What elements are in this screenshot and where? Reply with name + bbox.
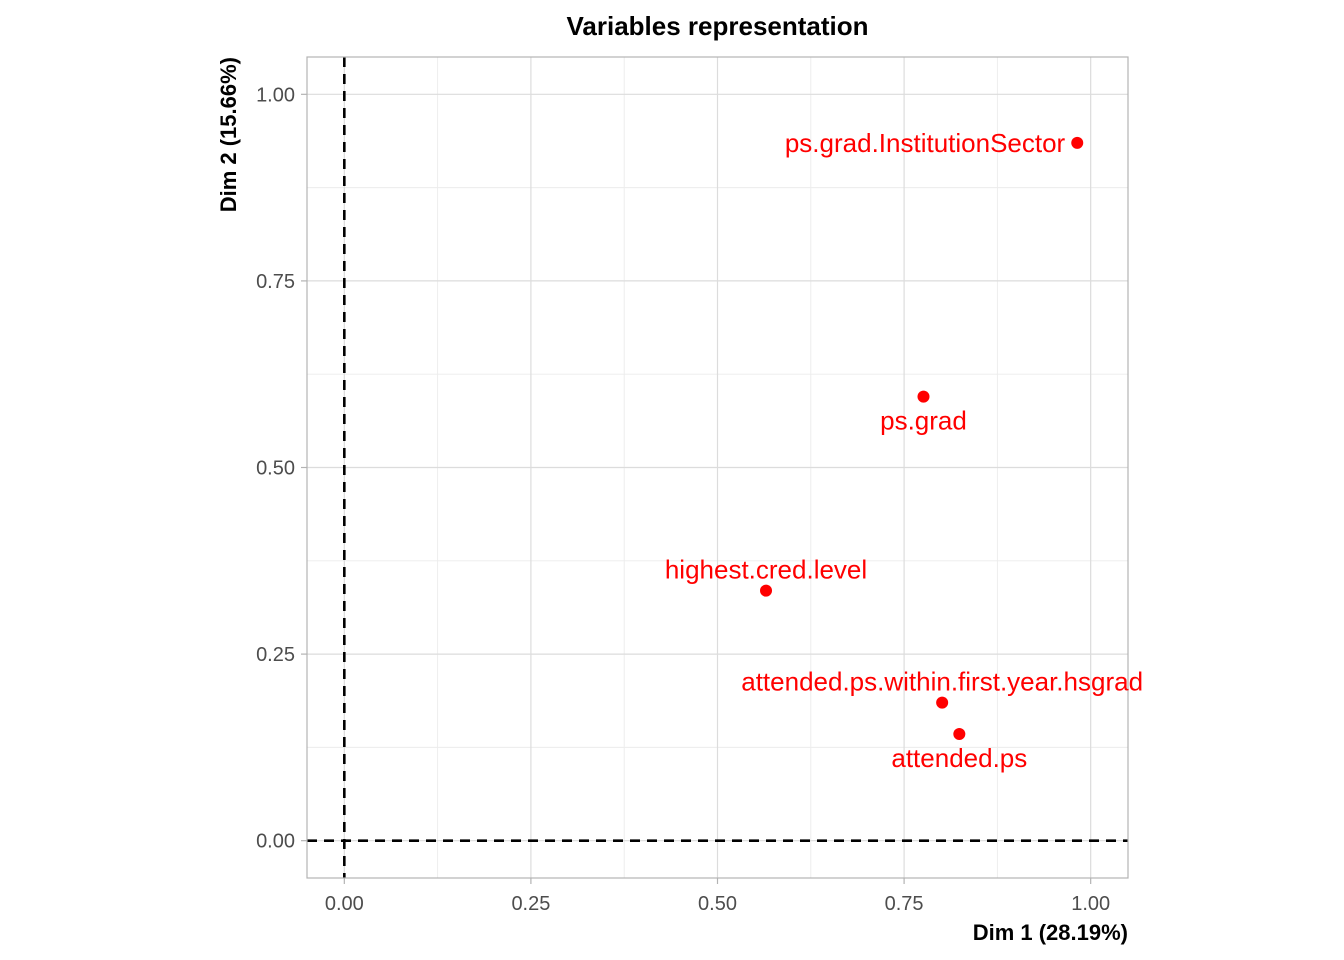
- y-tick-label: 0.00: [256, 831, 295, 853]
- x-tick-label: 0.25: [511, 893, 550, 915]
- data-point: [953, 727, 966, 740]
- data-point: [936, 696, 949, 709]
- data-point-label: ps.grad: [880, 406, 967, 436]
- axis-tick-labels: 0.00 0.25 0.50 0.75 1.00 0.00 0.25 0.50 0.75 1.00: [256, 84, 1110, 915]
- y-tick-label: 0.75: [256, 271, 295, 293]
- data-point-label: ps.grad.InstitutionSector: [785, 128, 1066, 158]
- x-tick-label: 0.50: [698, 893, 737, 915]
- data-point: [760, 584, 773, 597]
- data-point: [917, 390, 930, 403]
- axis-ticks: [301, 93, 1092, 884]
- y-tick-label: 0.25: [256, 644, 295, 666]
- data-point-label: highest.cred.level: [665, 555, 867, 585]
- data-points: [760, 136, 1084, 740]
- y-tick-label: 0.50: [256, 458, 295, 480]
- data-point: [1071, 136, 1084, 149]
- data-point-label: attended.ps.within.first.year.hsgrad: [741, 667, 1143, 697]
- x-tick-label: 0.00: [325, 893, 364, 915]
- data-point-labels: ps.grad.InstitutionSector ps.grad highest.…: [665, 128, 1143, 773]
- x-tick-label: 0.75: [885, 893, 924, 915]
- chart-title: Variables representation: [566, 11, 868, 41]
- data-point-label: attended.ps: [891, 743, 1027, 773]
- reference-lines: [307, 57, 1128, 878]
- y-tick-label: 1.00: [256, 84, 295, 106]
- x-tick-label: 1.00: [1071, 893, 1110, 915]
- x-axis-title: Dim 1 (28.19%): [973, 920, 1128, 945]
- y-axis-title: Dim 2 (15.66%): [216, 57, 241, 212]
